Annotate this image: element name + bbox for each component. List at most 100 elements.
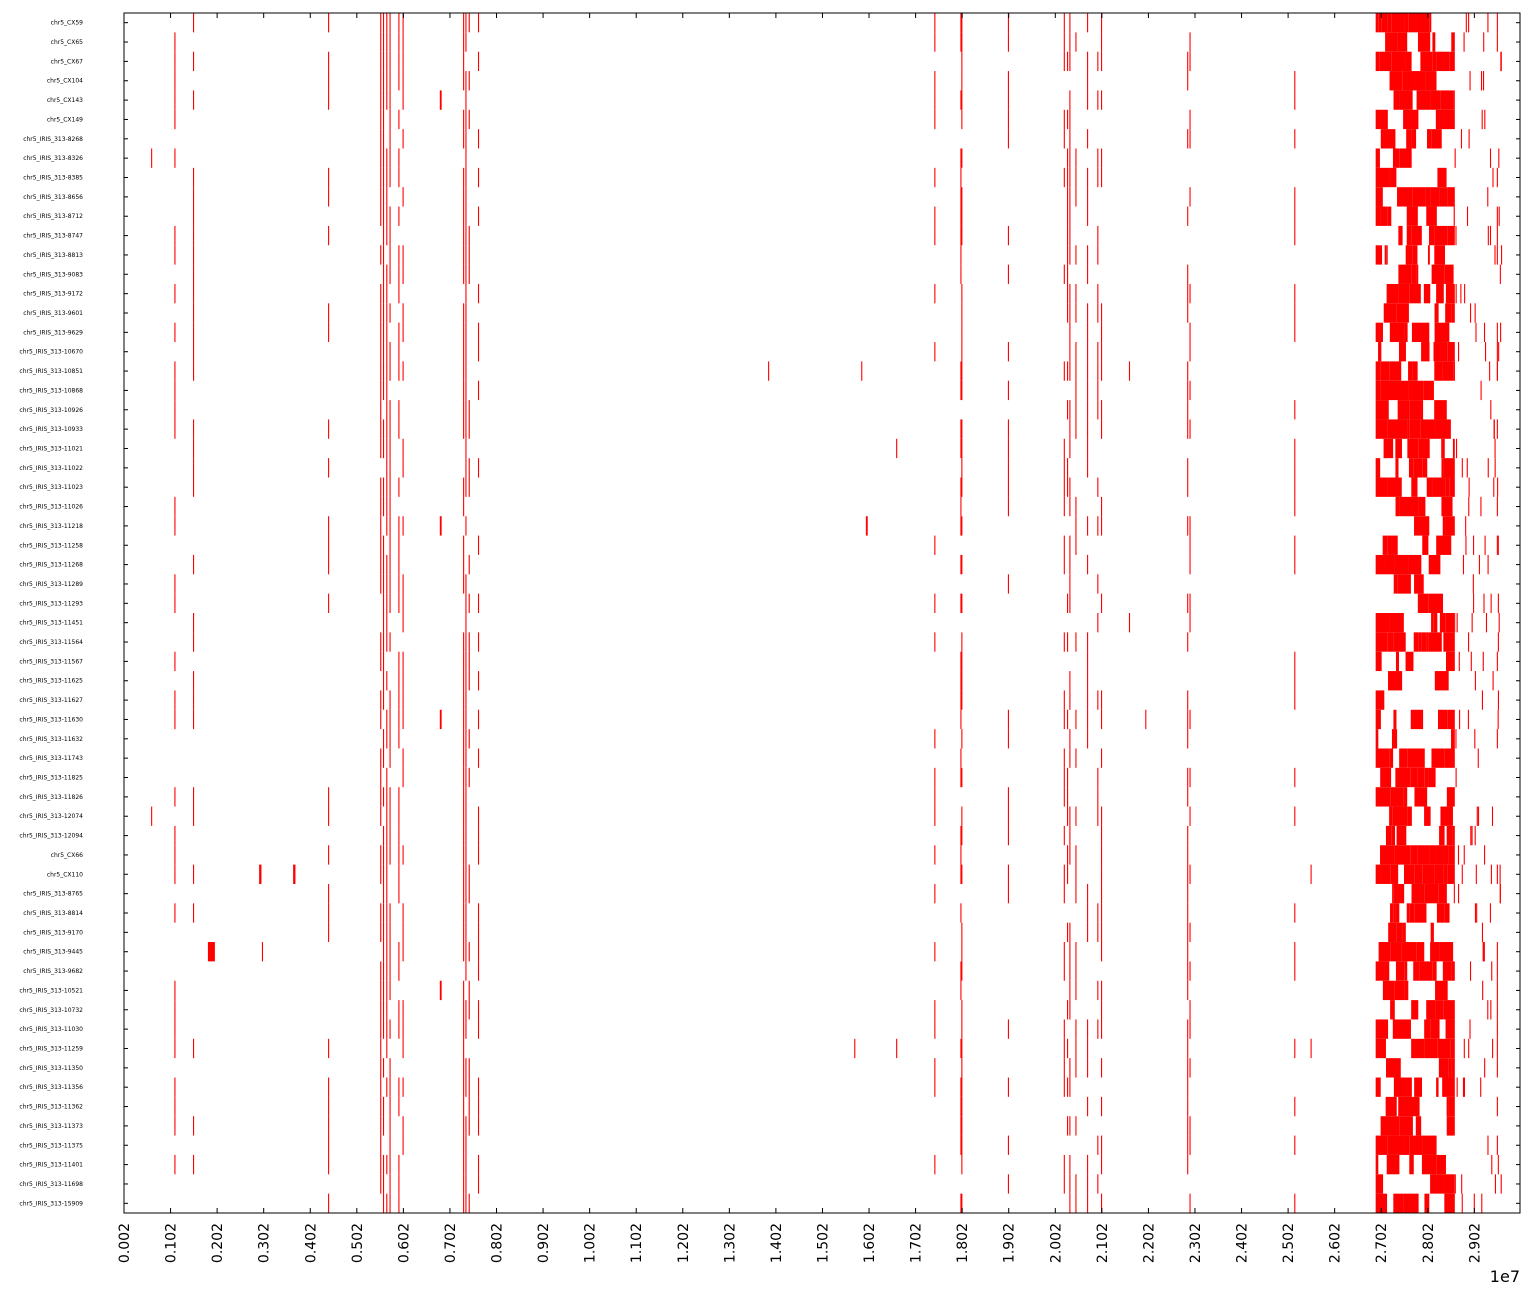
variant-mark bbox=[389, 554, 391, 575]
variant-mark bbox=[1187, 729, 1189, 749]
variant-mark bbox=[382, 1154, 385, 1175]
variant-mark bbox=[380, 864, 382, 884]
variant-mark bbox=[934, 342, 936, 362]
variant-mark bbox=[463, 1096, 465, 1117]
variant-block bbox=[1444, 1174, 1455, 1194]
variant-mark bbox=[386, 51, 388, 72]
variant-mark bbox=[386, 90, 388, 110]
variant-mark bbox=[465, 1077, 467, 1097]
variant-mark bbox=[382, 1058, 385, 1078]
variant-mark bbox=[174, 516, 176, 536]
variant-block bbox=[1413, 961, 1420, 981]
variant-mark bbox=[934, 1058, 936, 1078]
variant-mark bbox=[1189, 380, 1191, 401]
row-label: chr5_IRIS_313-11022 bbox=[19, 465, 83, 472]
variant-mark bbox=[1067, 264, 1069, 284]
variant-mark bbox=[382, 109, 385, 130]
variant-block bbox=[1421, 1154, 1437, 1175]
variant-mark bbox=[463, 1135, 465, 1155]
variant-mark bbox=[1069, 690, 1071, 710]
variant-mark bbox=[468, 942, 470, 962]
row-labels: chr5_CX59chr5_CX65chr5_CX67chr5_CX104chr… bbox=[19, 20, 1520, 1207]
variant-mark bbox=[389, 1154, 391, 1175]
variant-mark bbox=[398, 1019, 400, 1039]
variant-mark bbox=[380, 1038, 382, 1059]
variant-block bbox=[1434, 303, 1439, 323]
variant-mark bbox=[1063, 32, 1065, 52]
variant-mark bbox=[465, 516, 467, 536]
variant-block bbox=[1440, 90, 1454, 110]
variant-block bbox=[1422, 535, 1429, 555]
variant-block bbox=[1392, 883, 1394, 904]
variant-mark bbox=[1101, 167, 1103, 188]
variant-block bbox=[1384, 245, 1387, 265]
variant-block bbox=[1407, 438, 1419, 459]
variant-block bbox=[1430, 1174, 1445, 1194]
variant-mark bbox=[468, 13, 470, 33]
variant-block bbox=[1417, 767, 1425, 788]
variant-mark bbox=[382, 845, 385, 865]
variant-mark bbox=[1455, 767, 1457, 788]
variant-block bbox=[1397, 32, 1408, 52]
variant-mark bbox=[389, 109, 391, 130]
variant-mark bbox=[465, 709, 467, 730]
variant-block bbox=[1449, 51, 1455, 72]
variant-block bbox=[1449, 477, 1455, 497]
variant-mark bbox=[193, 1116, 195, 1136]
variant-block bbox=[1382, 535, 1388, 555]
variant-mark bbox=[463, 496, 465, 517]
variant-block bbox=[1395, 438, 1402, 459]
variant-mark bbox=[1497, 593, 1499, 613]
row-label: chr5_CX59 bbox=[51, 20, 84, 27]
variant-block bbox=[1441, 496, 1453, 517]
variant-block bbox=[1447, 709, 1455, 730]
variant-mark bbox=[1483, 71, 1485, 91]
variant-mark bbox=[1087, 632, 1089, 652]
variant-mark bbox=[1063, 942, 1065, 962]
row-label: chr5_IRIS_313-11627 bbox=[19, 697, 83, 704]
variant-mark bbox=[1101, 864, 1103, 884]
variant-block bbox=[1375, 167, 1390, 188]
variant-mark bbox=[193, 51, 195, 72]
variant-mark bbox=[389, 922, 391, 943]
variant-mark bbox=[402, 903, 404, 923]
variant-mark bbox=[1075, 187, 1077, 207]
variant-mark bbox=[398, 361, 400, 381]
variant-block bbox=[1409, 1135, 1423, 1155]
variant-mark bbox=[1484, 535, 1486, 555]
variant-block bbox=[1398, 342, 1406, 362]
variant-mark bbox=[1491, 1154, 1493, 1175]
variant-block bbox=[1375, 1038, 1386, 1059]
variant-mark bbox=[465, 264, 467, 284]
variant-mark bbox=[398, 1096, 400, 1117]
variant-block bbox=[1426, 632, 1429, 652]
variant-mark bbox=[1069, 419, 1071, 439]
variant-mark bbox=[1101, 1019, 1103, 1039]
variant-mark bbox=[1097, 980, 1099, 1001]
variant-mark bbox=[960, 90, 962, 110]
variant-mark bbox=[193, 458, 195, 478]
variant-block bbox=[1430, 90, 1441, 110]
variant-mark bbox=[1087, 438, 1089, 459]
variant-mark bbox=[1462, 1077, 1465, 1097]
variant-block bbox=[1453, 361, 1455, 381]
variant-block bbox=[1422, 864, 1435, 884]
variant-mark bbox=[380, 1077, 382, 1097]
variant-block bbox=[1421, 632, 1427, 652]
variant-mark bbox=[380, 574, 382, 594]
variant-block bbox=[1431, 129, 1442, 149]
variant-mark bbox=[1462, 554, 1465, 575]
variant-mark bbox=[1069, 361, 1071, 381]
variant-block bbox=[1375, 245, 1383, 265]
variant-mark bbox=[477, 922, 480, 943]
variant-mark bbox=[465, 90, 467, 110]
variant-mark bbox=[402, 1077, 404, 1097]
variant-mark bbox=[1063, 129, 1065, 149]
row-label: chr5_IRIS_313-8765 bbox=[23, 891, 83, 898]
variant-mark bbox=[1294, 1038, 1296, 1059]
variant-mark bbox=[1471, 825, 1473, 846]
variant-mark bbox=[1497, 709, 1499, 730]
variant-mark bbox=[961, 1058, 963, 1078]
variant-mark bbox=[1187, 903, 1189, 923]
variant-mark bbox=[1501, 245, 1503, 265]
